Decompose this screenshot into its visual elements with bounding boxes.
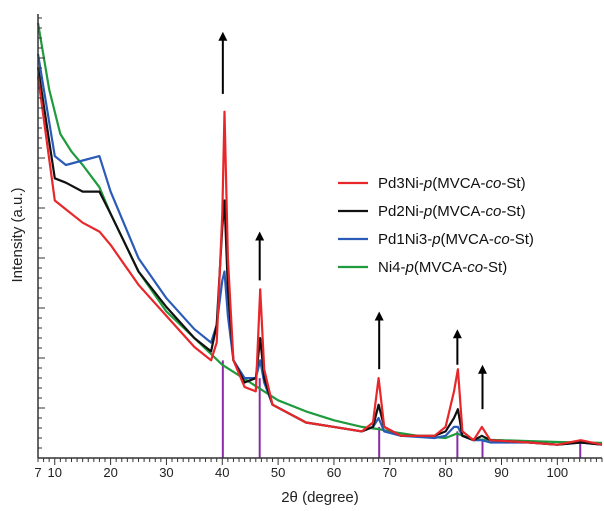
- legend-label: Ni4-p(MVCA-co-St): [378, 259, 507, 276]
- x-axis-title: 2θ (degree): [281, 489, 359, 506]
- x-tick-label: 90: [494, 465, 508, 480]
- x-tick-label: 7: [34, 465, 41, 480]
- y-axis-title: Intensity (a.u.): [9, 187, 26, 282]
- x-axis-ticks: 7 10 20 30 40 50 60 70 80 90 100: [34, 458, 603, 480]
- legend-label: Pd1Ni3-p(MVCA-co-St): [378, 231, 534, 248]
- x-tick-label: 100: [546, 465, 568, 480]
- peak-arrow-head: [452, 329, 462, 339]
- legend-label: Pd2Ni-p(MVCA-co-St): [378, 203, 526, 220]
- series-line: [36, 53, 603, 446]
- peak-arrow-head: [218, 31, 228, 41]
- peak-arrow-head: [477, 364, 487, 374]
- peak-arrow-head: [255, 231, 265, 241]
- x-tick-label: 20: [103, 465, 117, 480]
- x-tick-label: 50: [271, 465, 285, 480]
- x-tick-label: 40: [215, 465, 229, 480]
- legend-label: Pd3Ni-p(MVCA-co-St): [378, 175, 526, 192]
- x-tick-label: 60: [327, 465, 341, 480]
- reference-lines: [221, 360, 582, 458]
- peak-arrows: [218, 31, 487, 410]
- series-line: [36, 76, 603, 446]
- series-line: [36, 67, 603, 446]
- series-lines: [36, 22, 603, 446]
- x-tick-label: 80: [438, 465, 452, 480]
- x-tick-label: 30: [159, 465, 173, 480]
- x-tick-label: 10: [48, 465, 62, 480]
- peak-arrow-head: [374, 311, 384, 321]
- legend: Pd3Ni-p(MVCA-co-St) Pd2Ni-p(MVCA-co-St) Pd…: [338, 175, 534, 276]
- x-tick-label: 70: [383, 465, 397, 480]
